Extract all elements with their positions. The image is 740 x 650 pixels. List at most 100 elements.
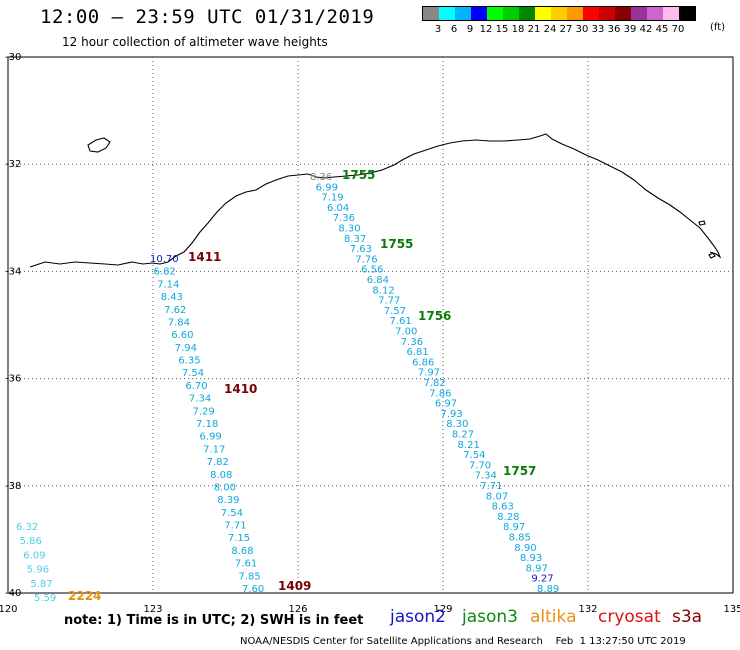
- swh-value: 7.61: [389, 316, 411, 327]
- swh-value: 7.93: [441, 409, 463, 420]
- axis-labels: 120 123 126 129 132 135 -30 -32 -34 -36 -38 -40: [0, 52, 740, 615]
- swh-value: 7.62: [164, 305, 186, 316]
- color-swatch: [519, 7, 535, 20]
- pass-time-label: 1755: [342, 168, 375, 182]
- swh-value: 7.60: [242, 584, 264, 595]
- color-scale-labels: 3 6 9 12 15 18 21 24 27 30 33 36 39 42 45 70: [422, 24, 696, 38]
- swh-value: 7.18: [196, 419, 218, 430]
- pass-time-label: 1409: [278, 579, 311, 593]
- swh-value: 8.21: [458, 440, 480, 451]
- swh-value: 6.04: [327, 203, 349, 214]
- swh-value: 8.07: [486, 491, 508, 502]
- footer-note: note: 1) Time is in UTC; 2) SWH is in fe…: [64, 613, 364, 628]
- coastline-island-small: [698, 220, 706, 226]
- swh-value: 7.54: [463, 450, 485, 461]
- color-scale-label: 45: [655, 24, 669, 35]
- swh-value: 6.81: [406, 347, 428, 358]
- swh-value: 8.93: [520, 553, 542, 564]
- legend-item-jason3: jason3: [462, 607, 518, 627]
- pass-time-label: 1757: [503, 464, 536, 478]
- swh-value: 7.54: [221, 508, 243, 519]
- swh-value: 5.59: [34, 593, 56, 604]
- swh-value: 7.63: [350, 244, 372, 255]
- swh-value: 8.00: [214, 482, 236, 493]
- swh-value: 6.60: [171, 330, 193, 341]
- legend-item-jason2: jason2: [390, 607, 446, 627]
- map-title: 12:00 – 23:59 UTC 01/31/2019: [40, 6, 375, 28]
- swh-value: 6.09: [23, 550, 45, 561]
- swh-value: 8.30: [446, 419, 468, 430]
- color-scale-label: 9: [466, 24, 474, 35]
- swh-value: 7.34: [189, 394, 211, 405]
- swh-value: 8.30: [338, 224, 360, 235]
- swh-value: 5.86: [20, 536, 42, 547]
- map-frame: [7, 56, 734, 594]
- lat-tick-label: -30: [5, 52, 21, 63]
- color-swatch: [663, 7, 679, 20]
- swh-value: 5.96: [27, 565, 49, 576]
- color-scale-label: 36: [607, 24, 621, 35]
- swh-value: 7.29: [192, 406, 214, 417]
- swh-value: 7.86: [429, 388, 451, 399]
- lon-tick-label: 135: [723, 604, 740, 615]
- swh-value: 6.56: [361, 265, 383, 276]
- swh-value: 7.82: [207, 457, 229, 468]
- coastline-island-small: [708, 252, 716, 259]
- lat-tick-label: -36: [5, 374, 21, 385]
- color-scale-unit: (ft): [710, 22, 726, 33]
- pass-time-label: 1755: [380, 237, 413, 251]
- lon-tick-label: 123: [143, 604, 162, 615]
- swh-value: 8.37: [344, 234, 366, 245]
- legend-item-altika: altika: [530, 607, 577, 627]
- swh-value: 6.97: [435, 399, 457, 410]
- swh-value: 7.84: [168, 317, 190, 328]
- lon-tick-label: 120: [0, 604, 18, 615]
- color-scale-label: 27: [559, 24, 573, 35]
- lat-tick-label: -38: [5, 481, 21, 492]
- lat-tick-label: -34: [5, 266, 21, 277]
- swh-value: 6.84: [367, 275, 389, 286]
- swh-value: 6.99: [200, 432, 222, 443]
- swh-value: 6.99: [316, 182, 338, 193]
- swh-value: 8.08: [210, 470, 232, 481]
- swh-value: 7.61: [235, 559, 257, 570]
- swh-value: 7.36: [401, 337, 423, 348]
- color-swatch: [439, 7, 455, 20]
- lat-tick-label: -40: [5, 588, 21, 599]
- color-swatch: [599, 7, 615, 20]
- lat-lon-grid: [7, 56, 734, 594]
- swh-value: 7.17: [203, 444, 225, 455]
- color-scale-label: 15: [495, 24, 509, 35]
- swh-value: 7.71: [480, 481, 502, 492]
- color-scale-label: 33: [591, 24, 605, 35]
- swh-value: 7.15: [228, 533, 250, 544]
- color-scale-label: 70: [671, 24, 685, 35]
- color-scale-label: 21: [527, 24, 541, 35]
- swh-value: 8.85: [509, 533, 531, 544]
- legend-item-cryosat: cryosat: [598, 607, 661, 627]
- color-swatch: [535, 7, 551, 20]
- swh-value: 7.34: [475, 471, 497, 482]
- color-swatch: [423, 7, 439, 20]
- swh-tracks: 6.32 5.86 6.09 5.96 5.87 5.59 10.70 6.827.14 8.4…: [16, 172, 559, 604]
- swh-value: 8.68: [231, 546, 253, 557]
- lat-tick-label: -32: [5, 159, 21, 170]
- swh-value: 8.27: [452, 430, 474, 441]
- pass-time-label: 2224: [68, 589, 101, 603]
- color-scale-label: 30: [575, 24, 589, 35]
- swh-value: 7.00: [395, 327, 417, 338]
- swh-value: 7.14: [157, 279, 179, 290]
- color-swatch: [487, 7, 503, 20]
- color-scale-label: 18: [511, 24, 525, 35]
- swh-value: 9.27: [531, 574, 553, 585]
- color-scale-label: 3: [434, 24, 442, 35]
- map-subtitle: 12 hour collection of altimeter wave hei…: [62, 35, 328, 49]
- swh-value: 6.86: [412, 357, 434, 368]
- swh-value: 7.19: [321, 193, 343, 204]
- color-scale-label: 39: [623, 24, 637, 35]
- swh-value: 8.39: [217, 495, 239, 506]
- swh-value: 7.85: [238, 571, 260, 582]
- pass-time-label: 1410: [224, 382, 257, 396]
- color-swatch: [679, 7, 695, 20]
